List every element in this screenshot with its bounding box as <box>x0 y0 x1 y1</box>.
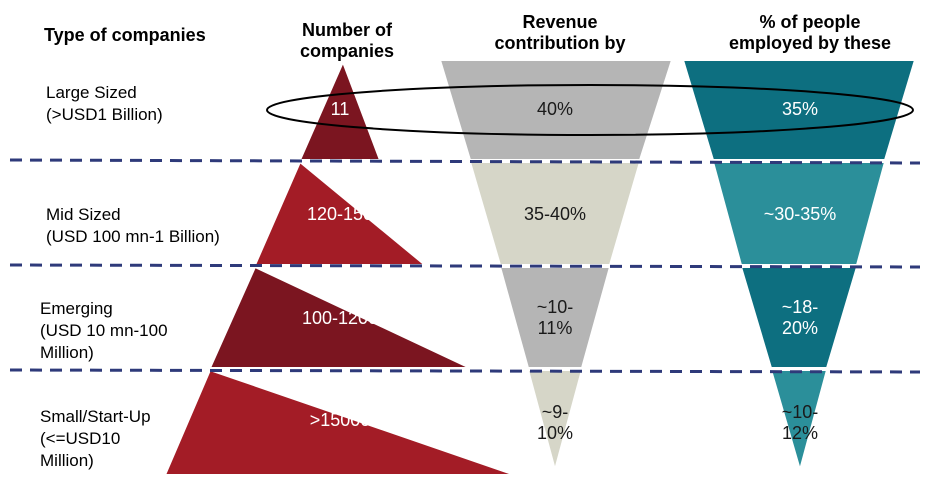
employed-segment-mid <box>711 161 887 266</box>
revenue-large: 40% <box>536 99 574 119</box>
row-divider <box>9 263 921 269</box>
employed-segment-large <box>681 59 917 161</box>
row-divider <box>9 158 921 165</box>
number-mid: 120-150 <box>306 204 374 224</box>
number-emerging: 100-1200 <box>301 308 379 328</box>
employed-mid: ~30-35% <box>763 204 837 224</box>
employed-emerging: ~18- 20% <box>781 297 819 338</box>
row-label-large: Large Sized (>USD1 Billion) <box>46 83 163 124</box>
revenue-mid: 35-40% <box>523 204 587 224</box>
number-small: >15000 <box>309 410 371 430</box>
row-label-emerging: Emerging (USD 10 mn-100 Million) <box>40 299 168 362</box>
employed-segment-small <box>769 369 829 474</box>
employed-large: 35% <box>781 99 819 119</box>
header-employed: % of people employed by these <box>728 12 892 53</box>
number-large: 11 <box>330 99 350 119</box>
row-divider <box>9 368 921 374</box>
pyramid-segment-small <box>163 368 516 476</box>
revenue-small: ~9- 10% <box>536 402 574 443</box>
row-label-small: Small/Start-Up (<=USD10 Million) <box>40 407 151 470</box>
row-label-mid: Mid Sized (USD 100 mn-1 Billion) <box>46 205 220 246</box>
pyramid-segment-emerging <box>208 265 471 369</box>
revenue-segment-mid <box>468 161 642 266</box>
header-revenue: Revenue contribution by <box>494 12 626 53</box>
highlight-ellipse <box>266 84 914 136</box>
employed-small: ~10- 12% <box>781 402 819 443</box>
header-number: Number of companies <box>299 20 395 61</box>
revenue-emerging: ~10- 11% <box>536 297 574 338</box>
header-type: Type of companies <box>44 25 206 45</box>
